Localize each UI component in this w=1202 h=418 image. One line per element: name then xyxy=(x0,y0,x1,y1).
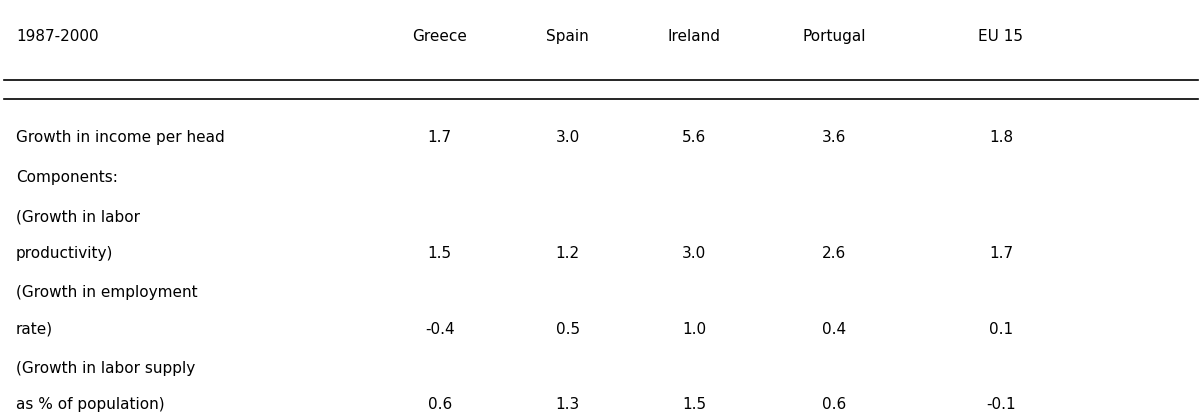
Text: 2.6: 2.6 xyxy=(822,246,846,261)
Text: EU 15: EU 15 xyxy=(978,29,1023,44)
Text: 1.2: 1.2 xyxy=(555,246,579,261)
Text: 0.6: 0.6 xyxy=(822,398,846,412)
Text: Greece: Greece xyxy=(412,29,468,44)
Text: (Growth in labor: (Growth in labor xyxy=(16,209,141,224)
Text: 1.8: 1.8 xyxy=(989,130,1013,145)
Text: 1.3: 1.3 xyxy=(555,398,579,412)
Text: 5.6: 5.6 xyxy=(682,130,707,145)
Text: Portugal: Portugal xyxy=(802,29,865,44)
Text: 1.5: 1.5 xyxy=(682,398,706,412)
Text: productivity): productivity) xyxy=(16,246,113,261)
Text: (Growth in labor supply: (Growth in labor supply xyxy=(16,361,196,376)
Text: 1.0: 1.0 xyxy=(682,321,706,336)
Text: -0.4: -0.4 xyxy=(426,321,454,336)
Text: 3.0: 3.0 xyxy=(682,246,707,261)
Text: 1.7: 1.7 xyxy=(428,130,452,145)
Text: Growth in income per head: Growth in income per head xyxy=(16,130,225,145)
Text: Ireland: Ireland xyxy=(667,29,721,44)
Text: 0.4: 0.4 xyxy=(822,321,846,336)
Text: 1.7: 1.7 xyxy=(989,246,1013,261)
Text: (Growth in employment: (Growth in employment xyxy=(16,285,197,300)
Text: 1.5: 1.5 xyxy=(428,246,452,261)
Text: Spain: Spain xyxy=(546,29,589,44)
Text: as % of population): as % of population) xyxy=(16,398,165,412)
Text: 1987-2000: 1987-2000 xyxy=(16,29,99,44)
Text: 0.1: 0.1 xyxy=(989,321,1013,336)
Text: -0.1: -0.1 xyxy=(986,398,1016,412)
Text: 3.0: 3.0 xyxy=(555,130,579,145)
Text: 0.6: 0.6 xyxy=(428,398,452,412)
Text: 0.5: 0.5 xyxy=(555,321,579,336)
Text: Components:: Components: xyxy=(16,170,118,185)
Text: 3.6: 3.6 xyxy=(822,130,846,145)
Text: rate): rate) xyxy=(16,321,53,336)
